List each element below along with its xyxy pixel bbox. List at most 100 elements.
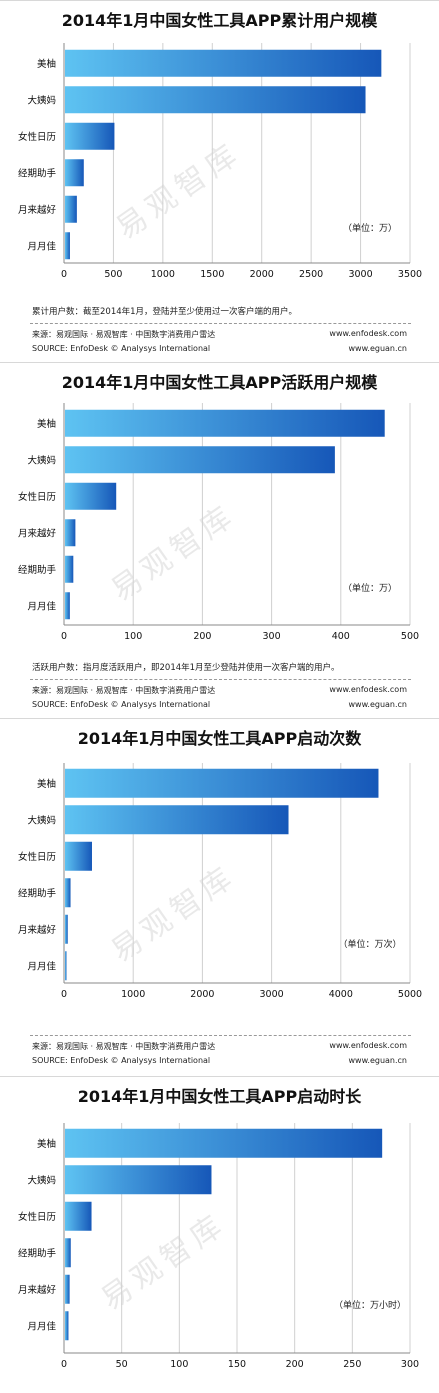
chart-title: 2014年1月中国女性工具APP活跃用户规模	[61, 373, 378, 392]
bar-3	[65, 1238, 71, 1268]
bar-5	[65, 1311, 69, 1341]
chart-note: 活跃用户数：指月度活跃用户，即2014年1月至少登陆并使用一次客户端的用户。	[32, 663, 340, 673]
x-tick-label: 50	[116, 1359, 128, 1370]
bar-5	[65, 951, 67, 981]
bar-1	[65, 86, 366, 114]
x-tick-label: 400	[332, 631, 350, 642]
category-label: 月月佳	[27, 600, 56, 612]
category-label: 大姨妈	[27, 94, 56, 106]
bar-1	[65, 446, 335, 474]
category-label: 美柚	[37, 418, 56, 430]
bar-2	[65, 1201, 92, 1231]
x-tick-label: 300	[263, 631, 281, 642]
x-tick-label: 2000	[190, 989, 214, 1000]
x-tick-label: 2000	[250, 269, 274, 280]
x-tick-label: 500	[104, 269, 122, 280]
bar-1	[65, 1165, 212, 1195]
chart-title: 2014年1月中国女性工具APP启动次数	[77, 729, 362, 748]
category-label: 经期助手	[18, 167, 57, 179]
bar-2	[65, 841, 92, 871]
bar-5	[65, 592, 70, 620]
x-tick-label: 200	[193, 631, 211, 642]
bar-0	[65, 1128, 383, 1158]
chart-panel-launch-count: 2014年1月中国女性工具APP启动次数 易观智库 0 1000 2000 3000 4…	[0, 718, 439, 1072]
bar-2	[65, 482, 117, 510]
bar-4	[65, 195, 77, 223]
x-tick-label: 0	[61, 1359, 67, 1370]
bar-5	[65, 232, 70, 260]
category-label: 经期助手	[18, 887, 57, 899]
category-label: 月来越好	[18, 1284, 57, 1296]
category-label: 月来越好	[18, 924, 57, 936]
url-eguan: www.eguan.cn	[348, 700, 408, 709]
x-tick-label: 3500	[398, 269, 422, 280]
url-eguan: www.eguan.cn	[348, 344, 408, 353]
bar-3	[65, 519, 76, 547]
chart-note: 累计用户数：截至2014年1月，登陆并至少使用过一次客户端的用户。	[32, 307, 298, 317]
x-tick-label: 3000	[260, 989, 284, 1000]
bar-chart: 0 500 1000 1500 2000 2500 3000 3500 美柚大姨妈女性日历经期助…	[18, 43, 422, 280]
x-tick-label: 2500	[299, 269, 323, 280]
divider	[30, 679, 411, 680]
x-tick-label: 0	[61, 269, 67, 280]
bar-3	[65, 878, 71, 908]
source-cn: 来源：易观国际 · 易观智库 · 中国数字消费用户雷达	[32, 1042, 216, 1051]
x-tick-label: 500	[401, 631, 419, 642]
category-label: 大姨妈	[27, 814, 56, 826]
chart-panel-usage-duration: 2014年1月中国女性工具APP启动时长 易观智库 0 50 100 150 200 25…	[0, 1076, 439, 1392]
url-enfodesk: www.enfodesk.com	[329, 329, 407, 338]
x-tick-label: 4000	[329, 989, 353, 1000]
x-tick-label: 1000	[121, 989, 145, 1000]
divider	[30, 1035, 411, 1036]
x-tick-label: 150	[228, 1359, 246, 1370]
category-label: 月月佳	[27, 1320, 56, 1332]
x-tick-label: 1500	[200, 269, 224, 280]
x-tick-label: 100	[124, 631, 142, 642]
x-tick-label: 5000	[398, 989, 422, 1000]
bar-chart: 0 1000 2000 3000 4000 5000 美柚大姨妈女性日历经期助手月来越好月月…	[18, 763, 422, 1000]
divider	[30, 323, 411, 324]
bar-4	[65, 1274, 70, 1304]
bar-3	[65, 159, 84, 187]
category-label: 女性日历	[18, 491, 56, 503]
x-tick-label: 300	[401, 1359, 419, 1370]
bar-4	[65, 555, 74, 583]
category-label: 大姨妈	[27, 1174, 56, 1186]
source-cn: 来源：易观国际 · 易观智库 · 中国数字消费用户雷达	[32, 686, 216, 695]
source-en: SOURCE: EnfoDesk © Analysys Internationa…	[32, 1056, 211, 1065]
bar-2	[65, 122, 115, 150]
source-en: SOURCE: EnfoDesk © Analysys Internationa…	[32, 700, 211, 709]
category-label: 经期助手	[18, 1247, 57, 1259]
chart-panel-active-users: 2014年1月中国女性工具APP活跃用户规模 易观智库 0 100 200 300 40…	[0, 362, 439, 714]
unit-label: （单位：万）	[343, 582, 397, 594]
bar-0	[65, 768, 379, 798]
source-cn: 来源：易观国际 · 易观智库 · 中国数字消费用户雷达	[32, 330, 216, 339]
x-tick-label: 100	[170, 1359, 188, 1370]
unit-label: （单位：万小时）	[334, 1299, 406, 1311]
chart-title: 2014年1月中国女性工具APP累计用户规模	[61, 11, 378, 30]
x-tick-label: 1000	[151, 269, 175, 280]
url-enfodesk: www.enfodesk.com	[329, 685, 407, 694]
x-tick-label: 3000	[348, 269, 372, 280]
x-tick-label: 200	[286, 1359, 304, 1370]
bar-1	[65, 805, 289, 835]
x-tick-label: 250	[343, 1359, 361, 1370]
category-label: 美柚	[37, 778, 56, 790]
source-en: SOURCE: EnfoDesk © Analysys Internationa…	[32, 344, 211, 353]
category-label: 月来越好	[18, 204, 57, 216]
x-tick-label: 0	[61, 631, 67, 642]
category-label: 月来越好	[18, 527, 57, 539]
category-label: 月月佳	[27, 240, 56, 252]
chart-title: 2014年1月中国女性工具APP启动时长	[77, 1087, 362, 1106]
category-label: 女性日历	[18, 131, 56, 143]
category-label: 月月佳	[27, 960, 56, 972]
bar-4	[65, 914, 68, 944]
category-label: 经期助手	[18, 564, 57, 576]
bar-0	[65, 409, 385, 437]
url-eguan: www.eguan.cn	[348, 1056, 408, 1065]
category-label: 女性日历	[18, 851, 56, 863]
unit-label: （单位：万次）	[338, 938, 401, 950]
chart-panel-cumulative-users: 2014年1月中国女性工具APP累计用户规模 易观智库 0 500 1000 1500…	[0, 0, 439, 358]
